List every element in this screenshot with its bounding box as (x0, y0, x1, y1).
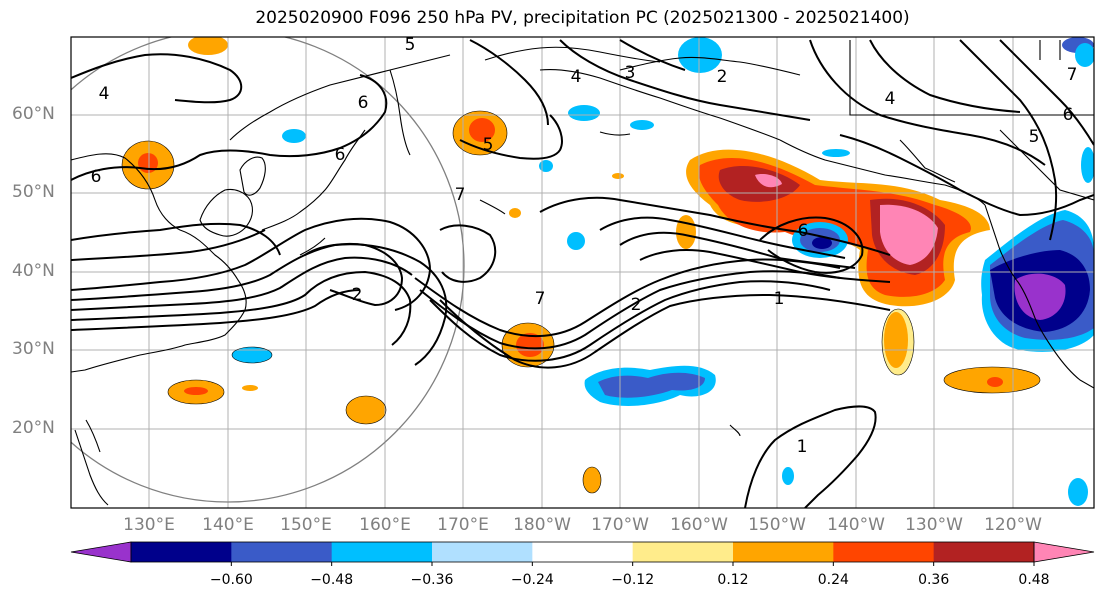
colorbar-tick-label: 0.48 (1018, 572, 1050, 588)
contour-label: 1 (774, 289, 785, 309)
colorbar-tick-label: −0.48 (310, 572, 354, 588)
lon-label: 140°E (202, 515, 254, 535)
contour-label: 2 (352, 285, 363, 305)
precip-negative-shading (232, 37, 1094, 506)
lon-label: 130°W (905, 515, 963, 535)
lat-label: 50°N (12, 182, 55, 202)
contour-label: 5 (1029, 127, 1040, 147)
lon-label: 130°E (123, 515, 175, 535)
contour-labels: 5 4 3 2 6 6 6 7 5 4 7 6 5 6 2 2 1 1 4 7 (91, 35, 1078, 457)
contour-label: 2 (631, 295, 642, 315)
lon-label: 160°E (359, 515, 411, 535)
range-circle (71, 37, 465, 503)
lon-label: 150°W (748, 515, 806, 535)
contour-label: 4 (885, 89, 896, 109)
pv-contours (71, 39, 1094, 508)
contour-label: 2 (717, 67, 728, 87)
plot-frame (70, 36, 1095, 509)
contour-label: 7 (1067, 65, 1078, 85)
lon-label: 140°W (827, 515, 885, 535)
map-title: 2025020900 F096 250 hPa PV, precipitatio… (255, 8, 910, 28)
colorbar-tick-label: 0.36 (918, 572, 950, 588)
colorbar-tick-label: 0.12 (717, 572, 749, 588)
colorbar-tick-label: −0.12 (611, 572, 655, 588)
contour-label: 4 (99, 84, 110, 104)
contour-label: 3 (625, 63, 636, 83)
contour-label: 6 (358, 93, 369, 113)
lon-label: 180°W (513, 515, 571, 535)
contour-label: 6 (798, 221, 809, 241)
colorbar-tick-label: −0.60 (209, 572, 253, 588)
lon-label: 150°E (280, 515, 332, 535)
colorbar-tick-label: 0.24 (817, 572, 849, 588)
lon-label: 170°E (437, 515, 489, 535)
lat-label: 30°N (12, 339, 55, 359)
contour-label: 5 (483, 135, 494, 155)
contour-label: 7 (455, 185, 466, 205)
lat-label: 60°N (12, 104, 55, 124)
contour-label: 4 (571, 67, 582, 87)
contour-label: 1 (797, 437, 808, 457)
contour-label: 7 (535, 289, 546, 309)
lat-label: 20°N (12, 418, 55, 438)
contour-label: 5 (405, 35, 416, 55)
lon-label: 170°W (591, 515, 649, 535)
graticule (71, 37, 1094, 508)
lat-label: 40°N (12, 261, 55, 281)
contour-label: 6 (1063, 105, 1074, 125)
lon-label: 120°W (984, 515, 1042, 535)
lon-label: 160°W (670, 515, 728, 535)
contour-label: 6 (91, 167, 102, 187)
colorbar-tick-label: −0.24 (510, 572, 554, 588)
contour-label: 6 (335, 145, 346, 165)
colorbar-tick-label: −0.36 (410, 572, 454, 588)
